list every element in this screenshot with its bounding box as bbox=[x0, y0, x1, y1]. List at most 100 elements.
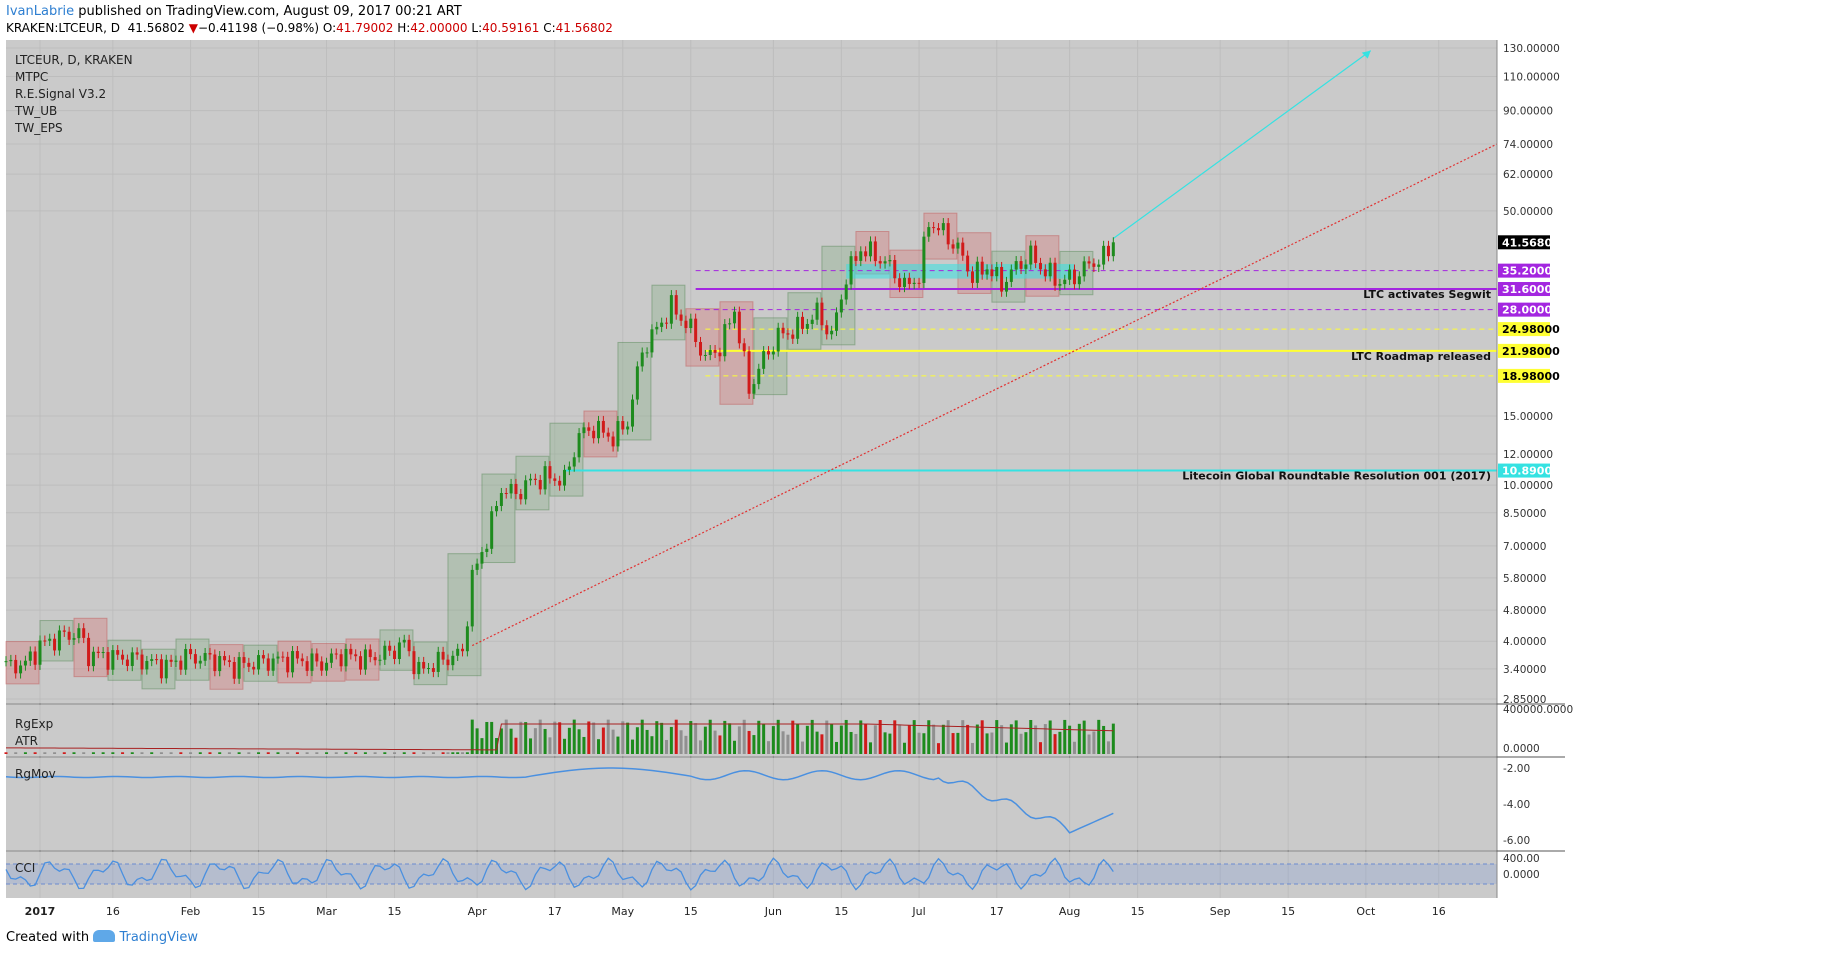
candle-body bbox=[752, 384, 756, 394]
volume-bar bbox=[62, 752, 66, 754]
candle-body bbox=[329, 653, 333, 663]
candle-body bbox=[247, 662, 251, 667]
volume-bar bbox=[553, 721, 557, 754]
candle-body bbox=[125, 659, 129, 666]
candle-body bbox=[402, 639, 406, 643]
candle-body bbox=[164, 659, 168, 679]
candle-body bbox=[189, 648, 193, 655]
candle-body bbox=[694, 318, 698, 342]
volume-bar bbox=[480, 738, 484, 754]
candle-body bbox=[684, 320, 688, 329]
y-tick-label: 62.00000 bbox=[1503, 169, 1553, 181]
volume-bar bbox=[402, 752, 406, 754]
volume-bar bbox=[456, 752, 460, 754]
candle-body bbox=[116, 650, 120, 655]
legend-tw-eps[interactable]: TW_EPS bbox=[15, 121, 63, 135]
candle-body bbox=[766, 351, 770, 355]
candle-body bbox=[106, 652, 110, 670]
legend-main-symbol[interactable]: LTCEUR, D, KRAKEN bbox=[15, 53, 133, 67]
volume-bar bbox=[956, 732, 960, 754]
projection-arrow[interactable] bbox=[1112, 50, 1372, 240]
volume-bar bbox=[936, 743, 940, 754]
candle-body bbox=[1029, 245, 1033, 265]
change-value: −0.41198 (−0.98%) bbox=[197, 21, 320, 35]
volume-bar bbox=[1097, 719, 1101, 754]
candle-body bbox=[373, 657, 377, 661]
candle-body bbox=[465, 626, 469, 652]
candle-body bbox=[1034, 245, 1038, 263]
level-price-label: 24.98000 bbox=[1502, 323, 1560, 336]
candle-body bbox=[631, 399, 635, 427]
volume-bar bbox=[305, 752, 309, 754]
close-label: C: bbox=[543, 21, 556, 35]
publish-header: IvanLabrie published on TradingView.com,… bbox=[6, 4, 462, 19]
candle-body bbox=[67, 631, 71, 640]
level-annotation: LTC activates Segwit bbox=[1363, 288, 1491, 301]
candle-body bbox=[91, 651, 95, 667]
author-link[interactable]: IvanLabrie bbox=[6, 4, 75, 19]
volume-bar bbox=[946, 720, 950, 754]
created-with-text: Created with bbox=[6, 930, 90, 945]
volume-bar bbox=[1058, 731, 1062, 754]
volume-bar bbox=[519, 721, 523, 754]
candle-body bbox=[820, 302, 824, 326]
chart-canvas[interactable]: 2017 16 Feb 15 Mar 15 Apr 17 May 15 Jun 15 Jul 17 Aug 1… bbox=[0, 40, 1824, 924]
volume-bar bbox=[611, 729, 615, 754]
volume-bar bbox=[383, 752, 387, 754]
candle-body bbox=[456, 648, 460, 656]
volume-bar bbox=[490, 721, 494, 754]
candle-body bbox=[62, 630, 66, 632]
x-tick-label: 15 bbox=[252, 905, 266, 918]
volume-bar bbox=[606, 719, 610, 754]
candle-body bbox=[854, 256, 858, 261]
candle-body bbox=[781, 327, 785, 334]
candle-body bbox=[334, 653, 338, 655]
candle-body bbox=[699, 341, 703, 356]
candle-body bbox=[587, 427, 591, 431]
volume-bar bbox=[684, 735, 688, 754]
legend-rgmov[interactable]: RgMov bbox=[15, 767, 56, 781]
tradingview-brand-link[interactable]: TradingView bbox=[119, 930, 198, 945]
legend-mtpc[interactable]: MTPC bbox=[15, 70, 49, 84]
level-annotation: LTC Roadmap released bbox=[1351, 350, 1491, 363]
signal-box bbox=[73, 617, 108, 678]
x-tick-label: Sep bbox=[1210, 905, 1231, 918]
candle-body bbox=[577, 433, 581, 458]
candle-body bbox=[898, 278, 902, 287]
candle-body bbox=[310, 653, 314, 671]
symbol-line: KRAKEN:LTCEUR, D bbox=[6, 21, 121, 35]
candle-body bbox=[635, 366, 639, 400]
legend-atr[interactable]: ATR bbox=[15, 734, 38, 748]
volume-bar bbox=[451, 752, 455, 754]
volume-bar bbox=[373, 752, 377, 754]
y-tick-label: 4.00000 bbox=[1503, 636, 1546, 648]
volume-bar bbox=[470, 719, 474, 754]
volume-bar bbox=[883, 732, 887, 754]
candle-body bbox=[917, 282, 921, 284]
candle-body bbox=[567, 466, 571, 470]
candle-body bbox=[359, 656, 363, 670]
candle-body bbox=[932, 227, 936, 229]
volume-bar bbox=[495, 738, 499, 754]
candle-body bbox=[674, 295, 678, 315]
level-price-label: 10.89000 bbox=[1502, 465, 1560, 478]
candle-body bbox=[198, 660, 202, 664]
volume-bar bbox=[91, 752, 95, 754]
candle-body bbox=[427, 668, 431, 670]
volume-bar bbox=[694, 723, 698, 754]
volume-bar bbox=[150, 752, 154, 754]
candle-body bbox=[130, 652, 134, 666]
volume-bar bbox=[393, 752, 397, 754]
candle-body bbox=[480, 551, 484, 564]
candle-body bbox=[378, 659, 382, 661]
candle-body bbox=[48, 638, 52, 641]
legend-re-signal[interactable]: R.E.Signal V3.2 bbox=[15, 87, 107, 101]
candle-body bbox=[985, 269, 989, 275]
volume-bar bbox=[679, 730, 683, 754]
legend-tw-ub[interactable]: TW_UB bbox=[15, 104, 58, 118]
legend-cci[interactable]: CCI bbox=[15, 861, 36, 875]
legend-rgexp[interactable]: RgExp bbox=[15, 717, 54, 731]
candle-body bbox=[844, 284, 848, 300]
volume-bar bbox=[655, 721, 659, 754]
cci-band bbox=[6, 864, 1497, 884]
